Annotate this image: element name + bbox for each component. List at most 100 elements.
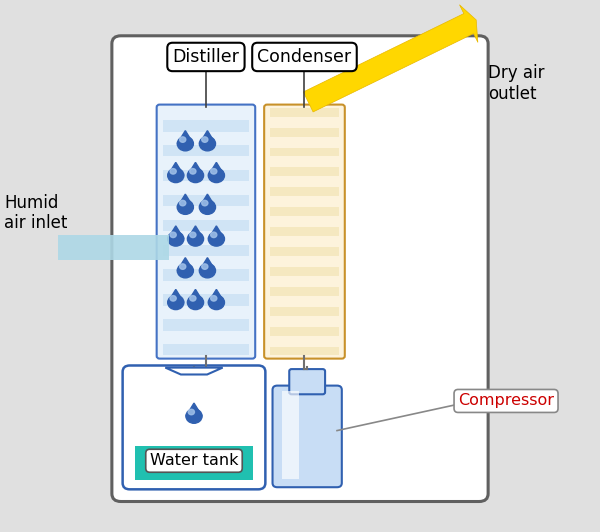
Text: Condenser: Condenser xyxy=(257,48,352,66)
Bar xyxy=(134,446,253,480)
Bar xyxy=(163,220,248,231)
Bar xyxy=(163,319,248,330)
Circle shape xyxy=(208,168,224,182)
Polygon shape xyxy=(166,368,223,375)
Circle shape xyxy=(179,264,186,269)
Bar xyxy=(163,307,248,318)
Bar xyxy=(270,197,339,206)
Circle shape xyxy=(168,232,184,246)
Circle shape xyxy=(211,232,217,238)
Bar xyxy=(270,257,339,266)
Bar xyxy=(270,187,339,196)
Circle shape xyxy=(177,263,193,278)
Circle shape xyxy=(170,232,176,238)
Text: Dry air
outlet: Dry air outlet xyxy=(488,64,545,103)
Text: Distiller: Distiller xyxy=(173,48,239,66)
Bar xyxy=(163,108,248,119)
Bar xyxy=(270,237,339,246)
Circle shape xyxy=(202,201,208,206)
Bar xyxy=(163,157,248,169)
Bar xyxy=(163,269,248,281)
Bar xyxy=(163,207,248,219)
Polygon shape xyxy=(177,194,193,207)
FancyBboxPatch shape xyxy=(272,386,342,487)
Polygon shape xyxy=(177,257,193,271)
FancyBboxPatch shape xyxy=(264,105,345,359)
Circle shape xyxy=(170,296,176,301)
Circle shape xyxy=(177,137,193,151)
Bar xyxy=(270,108,339,117)
Bar xyxy=(270,307,339,315)
Bar xyxy=(270,327,339,336)
Polygon shape xyxy=(177,131,193,144)
Polygon shape xyxy=(187,289,203,303)
Bar xyxy=(270,217,339,226)
Circle shape xyxy=(202,137,208,143)
Bar xyxy=(163,232,248,244)
Circle shape xyxy=(211,296,217,301)
Bar xyxy=(163,170,248,181)
Bar xyxy=(163,282,248,293)
Bar xyxy=(163,195,248,206)
Circle shape xyxy=(202,264,208,269)
Circle shape xyxy=(179,201,186,206)
FancyBboxPatch shape xyxy=(157,105,255,359)
Bar xyxy=(270,118,339,127)
Bar xyxy=(270,157,339,167)
Polygon shape xyxy=(199,257,215,271)
Polygon shape xyxy=(208,162,224,176)
Circle shape xyxy=(179,137,186,143)
FancyBboxPatch shape xyxy=(112,36,488,502)
Bar xyxy=(270,147,339,156)
Bar xyxy=(270,138,339,146)
Bar xyxy=(270,207,339,216)
Circle shape xyxy=(199,263,215,278)
Text: Compressor: Compressor xyxy=(458,394,554,409)
Bar xyxy=(270,337,339,345)
Circle shape xyxy=(190,169,196,174)
Circle shape xyxy=(211,169,217,174)
Text: Water tank: Water tank xyxy=(150,453,238,468)
FancyBboxPatch shape xyxy=(289,369,325,394)
Polygon shape xyxy=(208,289,224,303)
Polygon shape xyxy=(208,226,224,239)
Circle shape xyxy=(177,200,193,214)
Bar xyxy=(163,344,248,355)
Circle shape xyxy=(190,296,196,301)
FancyBboxPatch shape xyxy=(122,365,265,489)
Polygon shape xyxy=(199,194,215,207)
Circle shape xyxy=(170,169,176,174)
Circle shape xyxy=(199,137,215,151)
Polygon shape xyxy=(168,226,184,239)
Polygon shape xyxy=(168,289,184,303)
Bar xyxy=(163,120,248,131)
Circle shape xyxy=(187,295,203,310)
Circle shape xyxy=(168,168,184,182)
Polygon shape xyxy=(187,162,203,176)
Polygon shape xyxy=(187,226,203,239)
Bar xyxy=(270,287,339,296)
Bar xyxy=(163,257,248,268)
Circle shape xyxy=(208,295,224,310)
Bar xyxy=(270,317,339,326)
Circle shape xyxy=(187,168,203,182)
Text: Humid
air inlet: Humid air inlet xyxy=(4,194,68,232)
Bar xyxy=(58,235,169,260)
Polygon shape xyxy=(199,131,215,144)
Polygon shape xyxy=(168,162,184,176)
Bar xyxy=(163,331,248,343)
Circle shape xyxy=(186,409,202,423)
Bar xyxy=(270,297,339,306)
Bar xyxy=(163,294,248,306)
Bar xyxy=(163,145,248,156)
Circle shape xyxy=(199,200,215,214)
Bar xyxy=(163,182,248,194)
Circle shape xyxy=(208,232,224,246)
Bar xyxy=(270,277,339,286)
Polygon shape xyxy=(186,403,202,416)
Bar xyxy=(270,177,339,186)
Bar xyxy=(163,132,248,144)
Circle shape xyxy=(168,295,184,310)
Circle shape xyxy=(190,232,196,238)
Bar xyxy=(270,128,339,137)
